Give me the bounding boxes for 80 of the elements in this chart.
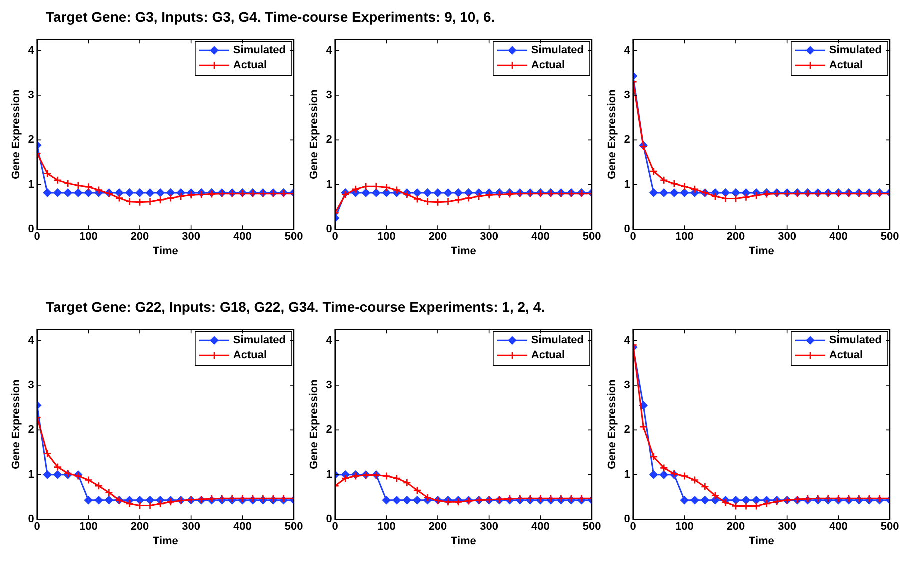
x-axis-title: Time — [748, 535, 774, 548]
x-tick-label: 300 — [778, 521, 797, 534]
x-tick-label: 300 — [480, 521, 499, 534]
x-tick-label: 400 — [531, 521, 550, 534]
legend-label: Actual — [233, 350, 268, 362]
x-tick-label: 200 — [726, 231, 746, 244]
x-tick-label: 100 — [79, 521, 98, 534]
x-axis-title: Time — [450, 535, 476, 548]
x-tick-label: 400 — [233, 231, 252, 244]
y-tick-label: 4 — [326, 44, 334, 57]
x-tick-label: 500 — [284, 231, 304, 244]
x-tick-label: 200 — [428, 521, 448, 534]
legend-label: Actual — [233, 60, 268, 72]
chart-title: Target Gene: G3, Inputs: G3, G4. Time-course Experiments: 9, 10, 6. — [45, 8, 496, 27]
y-tick-label: 1 — [326, 468, 332, 481]
x-tick-label: 400 — [233, 521, 252, 534]
legend-label: Simulated — [829, 334, 882, 347]
x-tick-label: 500 — [880, 521, 900, 534]
x-tick-label: 400 — [829, 231, 848, 244]
x-tick-label: 200 — [130, 521, 150, 534]
x-axis-title: Time — [450, 245, 476, 258]
y-tick-label: 2 — [326, 424, 332, 436]
y-tick-label: 4 — [28, 334, 36, 347]
legend-label: Simulated — [829, 44, 882, 57]
legend-label: Actual — [531, 350, 566, 362]
y-axis-title: Gene Expression — [606, 379, 619, 470]
y-tick-label: 3 — [624, 380, 630, 392]
x-axis-title: Time — [152, 535, 178, 548]
legend-label: Simulated — [531, 44, 584, 57]
x-axis-title: Time — [748, 245, 774, 258]
x-tick-label: 300 — [480, 231, 499, 244]
x-tick-label: 300 — [778, 231, 797, 244]
x-tick-label: 100 — [79, 231, 98, 244]
y-tick-label: 3 — [326, 380, 332, 392]
y-tick-label: 1 — [326, 178, 332, 191]
x-tick-label: 500 — [880, 231, 900, 244]
x-tick-label: 100 — [377, 231, 396, 244]
y-tick-label: 1 — [624, 468, 630, 481]
x-tick-label: 400 — [829, 521, 848, 534]
x-tick-label: 200 — [428, 231, 448, 244]
x-axis-title: Time — [152, 245, 178, 258]
legend-label: Actual — [829, 350, 864, 362]
y-axis-title: Gene Expression — [308, 379, 321, 470]
x-tick-label: 200 — [130, 231, 150, 244]
legend-label: Actual — [531, 60, 566, 72]
y-tick-label: 2 — [624, 424, 630, 436]
y-tick-label: 4 — [624, 44, 632, 57]
y-tick-label: 1 — [28, 468, 34, 481]
y-axis-title: Gene Expression — [308, 89, 321, 180]
y-tick-label: 3 — [624, 90, 630, 102]
legend-label: Simulated — [233, 44, 286, 57]
x-tick-label: 300 — [182, 521, 201, 534]
y-tick-label: 1 — [624, 178, 630, 191]
y-tick-label: 4 — [326, 334, 334, 347]
legend-label: Simulated — [233, 334, 286, 347]
x-tick-label: 300 — [182, 231, 201, 244]
legend-label: Simulated — [531, 334, 584, 347]
y-tick-label: 3 — [28, 90, 34, 102]
y-tick-label: 4 — [28, 44, 36, 57]
y-axis-title: Gene Expression — [10, 89, 23, 180]
y-tick-label: 3 — [326, 90, 332, 102]
x-tick-label: 500 — [284, 521, 304, 534]
chart-title: Target Gene: G22, Inputs: G18, G22, G34. Time-course Experiments: 1, 2, 4. — [45, 298, 546, 317]
y-tick-label: 4 — [624, 334, 632, 347]
x-tick-label: 500 — [582, 521, 602, 534]
x-tick-label: 200 — [726, 521, 746, 534]
legend-label: Actual — [829, 60, 864, 72]
y-axis-title: Gene Expression — [606, 89, 619, 180]
x-tick-label: 100 — [675, 231, 694, 244]
y-axis-title: Gene Expression — [10, 379, 23, 470]
y-tick-label: 2 — [28, 134, 34, 146]
x-tick-label: 100 — [675, 521, 694, 534]
y-tick-label: 1 — [28, 178, 34, 191]
y-tick-label: 3 — [28, 380, 34, 392]
y-tick-label: 2 — [28, 424, 34, 436]
x-tick-label: 500 — [582, 231, 602, 244]
x-tick-label: 400 — [531, 231, 550, 244]
y-tick-label: 2 — [326, 134, 332, 146]
x-tick-label: 100 — [377, 521, 396, 534]
y-tick-label: 2 — [624, 134, 630, 146]
